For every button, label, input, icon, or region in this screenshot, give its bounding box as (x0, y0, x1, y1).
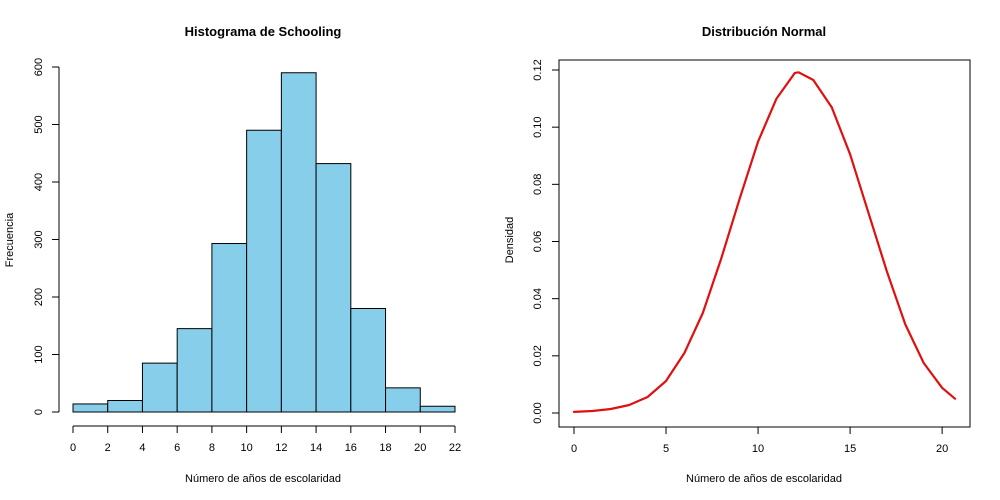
histogram-x-tick-label: 22 (449, 442, 461, 454)
normal-density-curve (572, 71, 957, 413)
histogram-x-label: Número de años de escolaridad (185, 473, 341, 485)
histogram-y-tick-label: 600 (33, 58, 45, 76)
histogram-x-axis: 0 2 4 6 8 10 12 14 16 18 20 22 (70, 425, 461, 454)
histogram-x-tick-label: 2 (105, 442, 111, 454)
histogram-x-tick-label: 14 (310, 442, 322, 454)
histogram-x-tick-label: 4 (139, 442, 145, 454)
histogram-x-tick-label: 12 (275, 442, 287, 454)
histogram-y-label: Frecuencia (4, 212, 16, 267)
histogram-y-tick-label: 500 (33, 115, 45, 133)
histogram-title: Histograma de Schooling (185, 24, 342, 39)
normal-y-tick-label: 0.02 (532, 345, 544, 366)
normal-y-axis: 0.00 0.02 0.04 0.06 0.08 0.10 0.12 (532, 59, 559, 424)
histogram-bar (385, 387, 421, 413)
histogram-bar (72, 403, 109, 413)
histogram-bar (350, 308, 387, 413)
normal-panel: Distribución Normal Número de años de es… (504, 24, 971, 485)
normal-x-tick-label: 15 (844, 443, 856, 455)
histogram-x-tick-label: 6 (174, 442, 180, 454)
histogram-y-tick-label: 200 (33, 288, 45, 306)
histogram-panel: Histograma de Schooling Número de años d… (4, 24, 461, 485)
histogram-y-tick-label: 100 (33, 345, 45, 363)
histogram-x-tick-label: 20 (414, 442, 426, 454)
histogram-x-tick-label: 16 (345, 442, 357, 454)
normal-plot-frame (558, 59, 971, 428)
histogram-bar (141, 362, 178, 413)
histogram-bar (211, 243, 248, 413)
histogram-bar (176, 328, 213, 413)
normal-y-tick-label: 0.06 (532, 231, 544, 252)
histogram-x-tick-label: 8 (209, 442, 215, 454)
normal-x-tick-label: 20 (936, 443, 948, 455)
normal-title: Distribución Normal (702, 24, 826, 39)
histogram-y-tick-label: 0 (33, 409, 45, 415)
histogram-bar (419, 405, 456, 413)
normal-y-tick-label: 0.00 (532, 402, 544, 423)
histogram-bars (72, 72, 456, 413)
normal-y-tick-label: 0.04 (532, 288, 544, 309)
normal-x-axis: 0 5 10 15 20 (571, 427, 948, 455)
histogram-y-tick-label: 300 (33, 230, 45, 248)
histogram-bar (280, 72, 317, 413)
normal-y-tick-label: 0.12 (532, 59, 544, 80)
histogram-y-tick-label: 400 (33, 173, 45, 191)
normal-x-tick-label: 5 (663, 443, 669, 455)
normal-y-tick-label: 0.08 (532, 174, 544, 195)
histogram-x-tick-label: 18 (379, 442, 391, 454)
histogram-x-tick-label: 10 (241, 442, 253, 454)
histogram-bar (315, 163, 352, 413)
histogram-y-axis: 0 100 200 300 400 500 600 (33, 58, 60, 415)
normal-x-tick-label: 10 (752, 443, 764, 455)
histogram-bar (246, 129, 282, 413)
histogram-x-tick-label: 0 (70, 442, 76, 454)
normal-x-label: Número de años de escolaridad (686, 473, 842, 485)
normal-y-label: Densidad (504, 217, 516, 263)
normal-x-tick-label: 0 (571, 443, 577, 455)
normal-y-tick-label: 0.10 (532, 116, 544, 137)
histogram-bar (107, 400, 143, 413)
